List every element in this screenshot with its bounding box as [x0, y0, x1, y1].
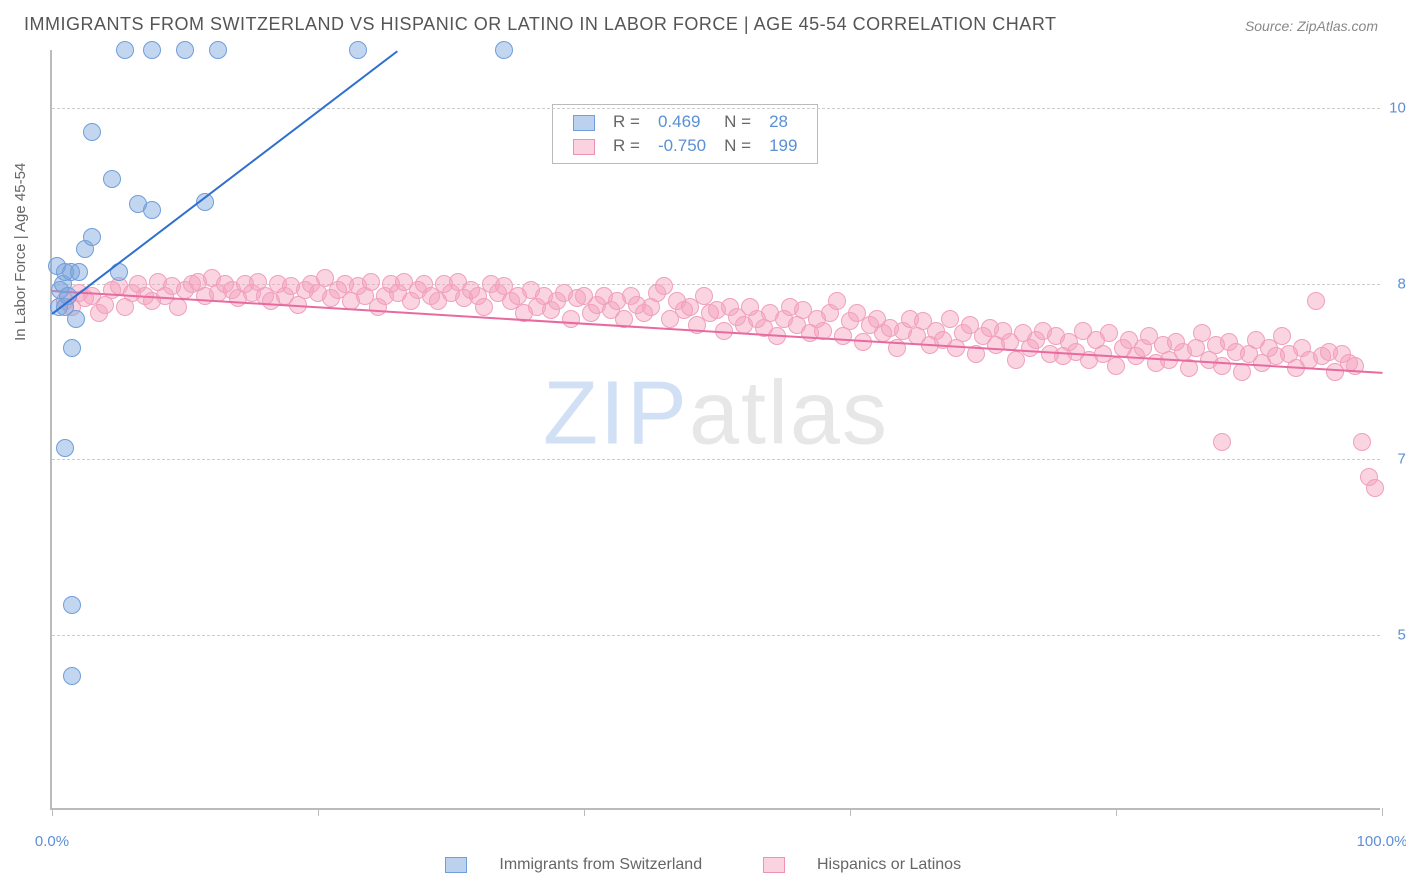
point-series1 — [83, 228, 101, 246]
y-tick-label: 55.0% — [1385, 626, 1406, 643]
point-series1 — [63, 667, 81, 685]
point-series2 — [1213, 357, 1231, 375]
point-series2 — [1353, 433, 1371, 451]
stats-legend: R =0.469 N =28 R =-0.750 N =199 — [552, 104, 818, 164]
x-tick — [850, 808, 851, 816]
point-series1 — [143, 201, 161, 219]
swatch-series1-b — [445, 857, 467, 873]
point-series2 — [362, 273, 380, 291]
y-tick-label: 100.0% — [1385, 100, 1406, 117]
point-series1 — [495, 41, 513, 59]
gridline — [52, 108, 1380, 109]
point-series2 — [828, 292, 846, 310]
point-series2 — [655, 277, 673, 295]
x-tick-label: 0.0% — [35, 833, 69, 850]
point-series1 — [209, 41, 227, 59]
point-series2 — [475, 298, 493, 316]
x-tick — [318, 808, 319, 816]
point-series1 — [176, 41, 194, 59]
x-tick — [584, 808, 585, 816]
x-tick — [52, 808, 53, 816]
point-series1 — [116, 41, 134, 59]
gridline — [52, 459, 1380, 460]
point-series1 — [83, 123, 101, 141]
y-axis-label: In Labor Force | Age 45-54 — [12, 163, 29, 341]
stats-row-series1: R =0.469 N =28 — [565, 111, 805, 133]
point-series1 — [70, 263, 88, 281]
x-tick — [1382, 808, 1383, 816]
point-series2 — [941, 310, 959, 328]
point-series1 — [63, 339, 81, 357]
point-series2 — [1100, 324, 1118, 342]
point-series2 — [1107, 357, 1125, 375]
source-label: Source: ZipAtlas.com — [1245, 18, 1378, 34]
y-tick-label: 70.0% — [1385, 451, 1406, 468]
point-series2 — [695, 287, 713, 305]
gridline — [52, 635, 1380, 636]
point-series1 — [349, 41, 367, 59]
bottom-legend: Immigrants from Switzerland Hispanics or… — [0, 856, 1406, 874]
point-series2 — [1213, 433, 1231, 451]
y-tick-label: 85.0% — [1385, 275, 1406, 292]
point-series1 — [67, 310, 85, 328]
point-series1 — [143, 41, 161, 59]
point-series2 — [1366, 479, 1384, 497]
point-series1 — [63, 596, 81, 614]
swatch-series2 — [573, 139, 595, 155]
point-series1 — [56, 439, 74, 457]
point-series2 — [1273, 327, 1291, 345]
x-tick — [1116, 808, 1117, 816]
watermark: ZIPatlas — [543, 362, 889, 465]
point-series2 — [1307, 292, 1325, 310]
swatch-series1 — [573, 115, 595, 131]
swatch-series2-b — [763, 857, 785, 873]
plot-area: ZIPatlas R =0.469 N =28 R =-0.750 N =199… — [50, 50, 1380, 810]
point-series2 — [169, 298, 187, 316]
point-series1 — [103, 170, 121, 188]
chart-title: IMMIGRANTS FROM SWITZERLAND VS HISPANIC … — [24, 14, 1056, 35]
x-tick-label: 100.0% — [1357, 833, 1406, 850]
point-series2 — [562, 310, 580, 328]
stats-row-series2: R =-0.750 N =199 — [565, 135, 805, 157]
